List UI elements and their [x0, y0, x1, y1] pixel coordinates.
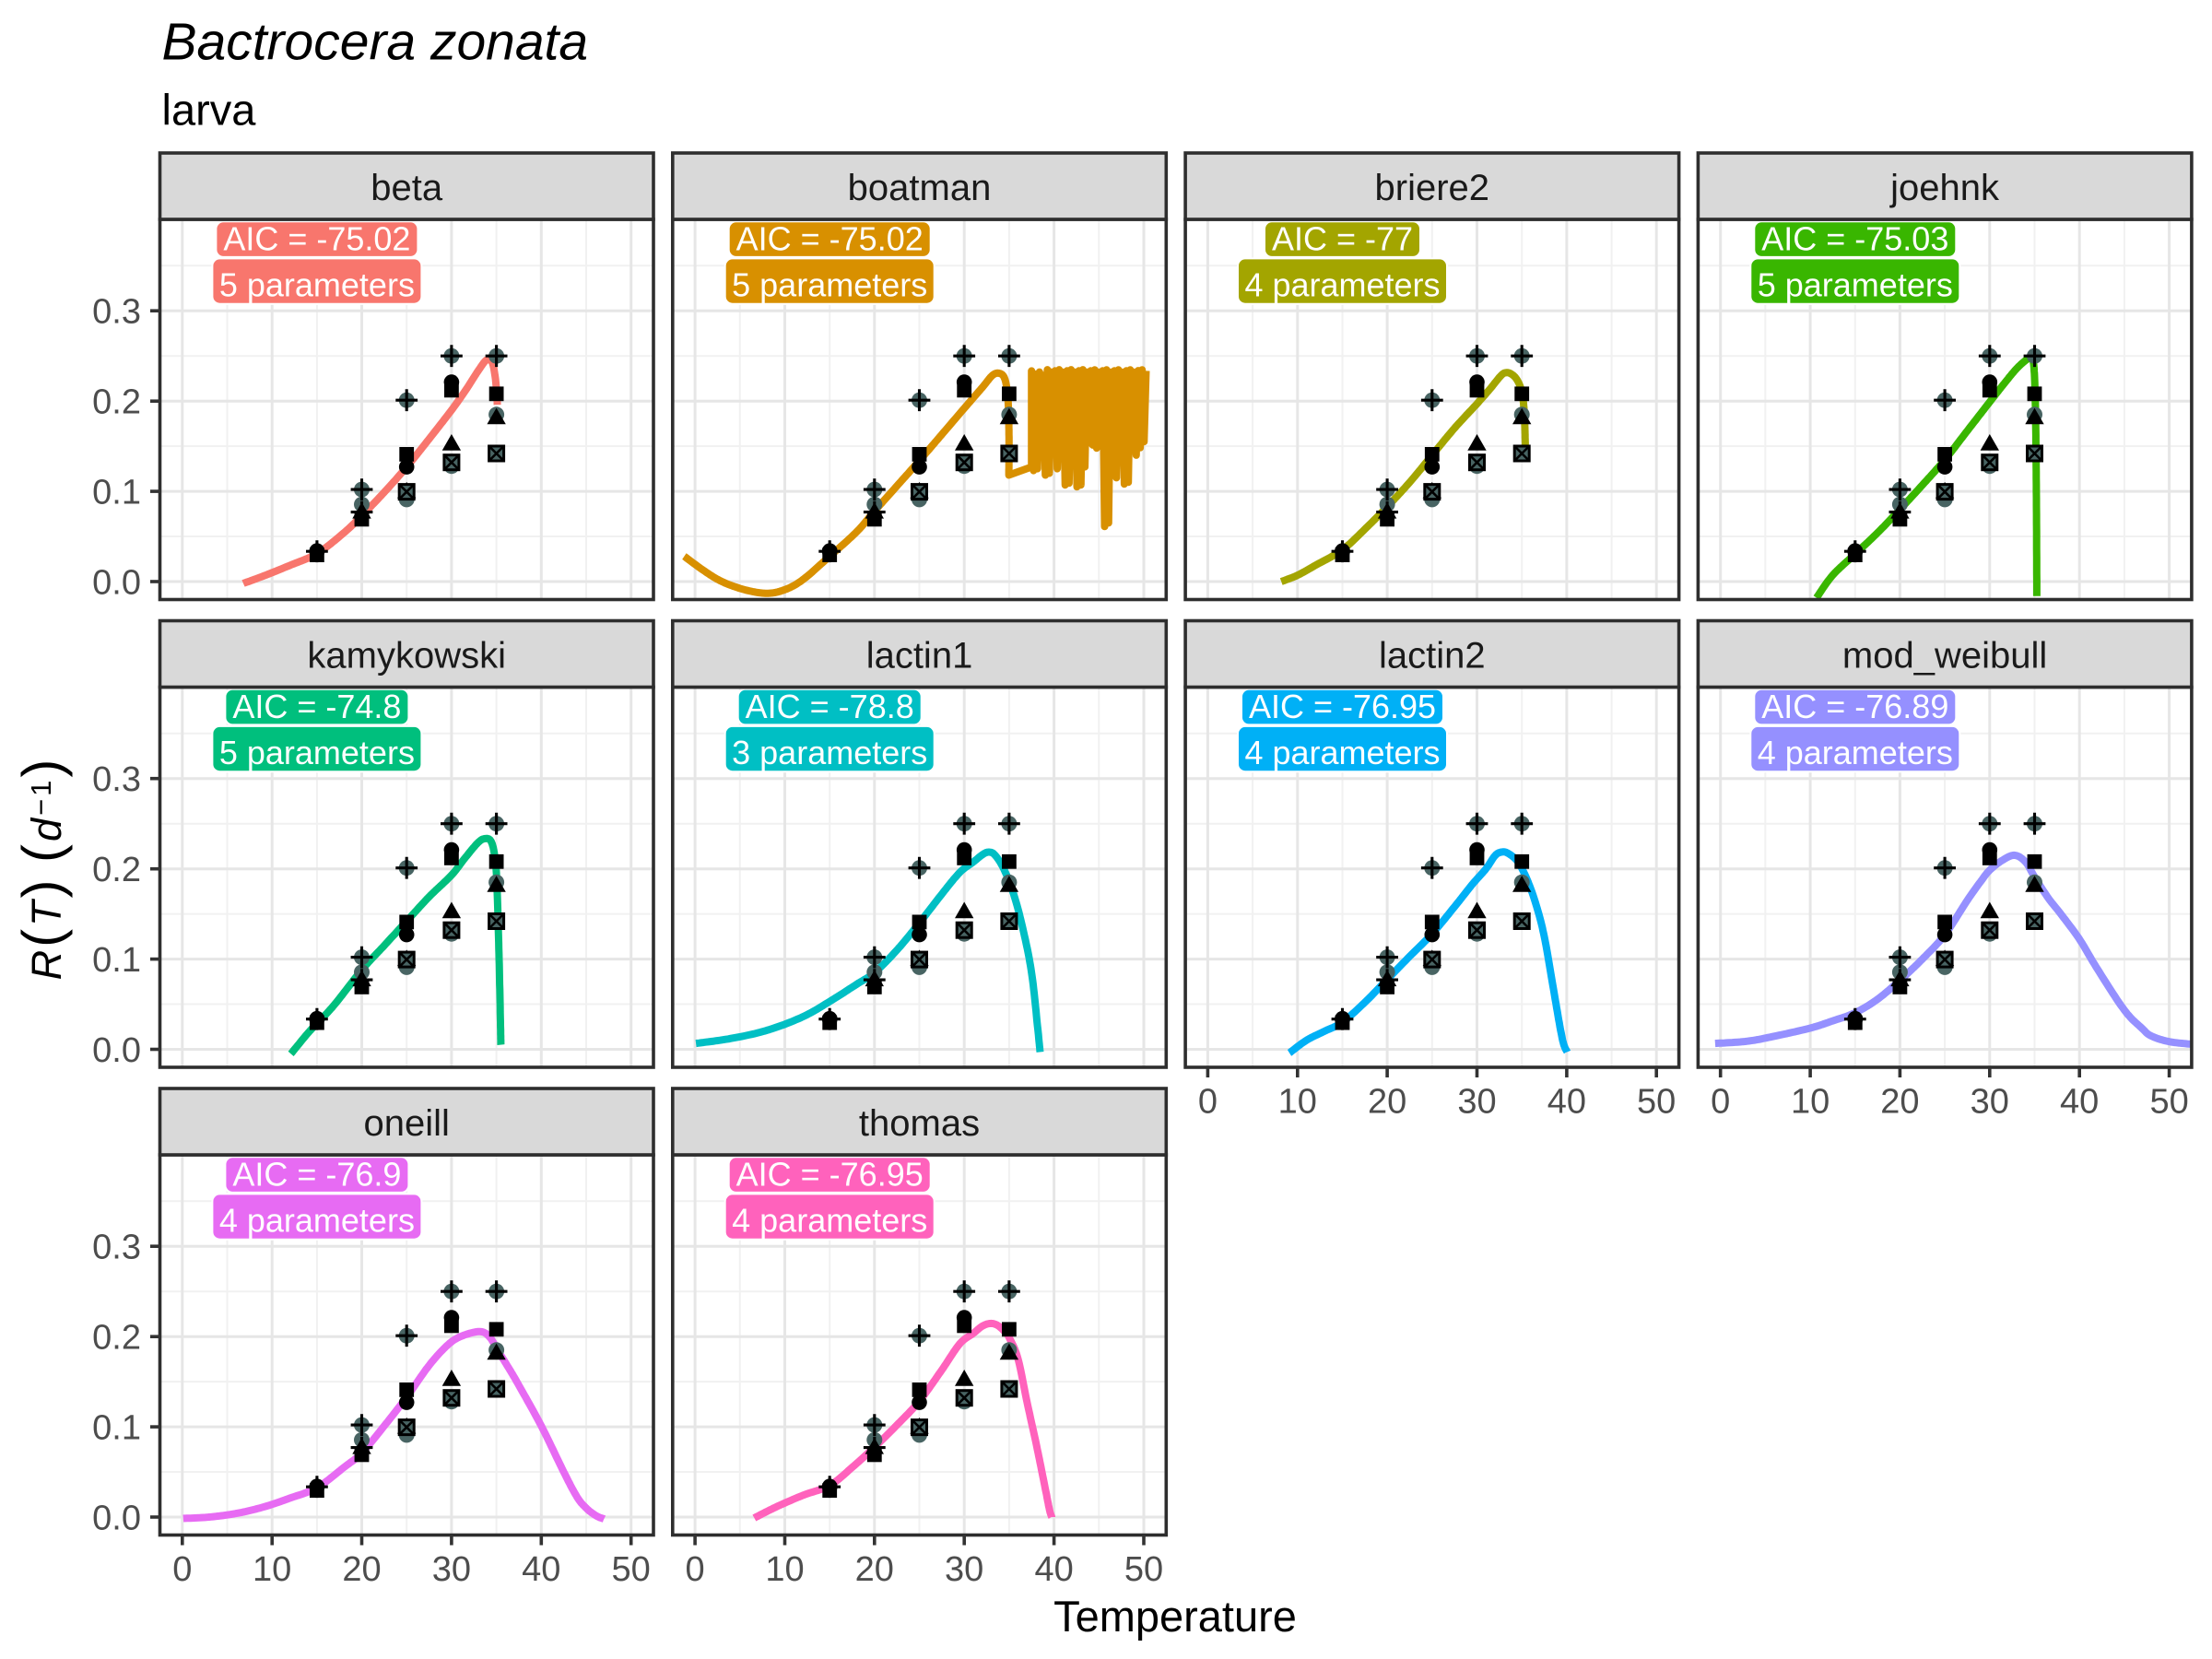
svg-text:AIC = -77: AIC = -77 — [1272, 220, 1413, 258]
svg-text:0.2: 0.2 — [92, 851, 141, 889]
svg-text:AIC = -76.95: AIC = -76.95 — [1249, 688, 1436, 725]
svg-text:10: 10 — [765, 1550, 804, 1589]
svg-text:0: 0 — [686, 1550, 705, 1589]
svg-text:beta: beta — [371, 168, 443, 208]
svg-text:50: 50 — [1637, 1083, 1676, 1122]
svg-text:boatman: boatman — [848, 168, 992, 208]
svg-text:40: 40 — [2060, 1083, 2099, 1122]
svg-text:AIC = -74.8: AIC = -74.8 — [232, 688, 401, 725]
svg-text:50: 50 — [612, 1550, 651, 1589]
svg-text:0.0: 0.0 — [92, 564, 141, 603]
svg-text:30: 30 — [432, 1550, 471, 1589]
svg-text:0.3: 0.3 — [92, 1229, 141, 1267]
svg-text:0.2: 0.2 — [92, 1319, 141, 1358]
svg-text:briere2: briere2 — [1375, 168, 1490, 208]
svg-text:10: 10 — [1791, 1083, 1830, 1122]
svg-text:AIC = -78.8: AIC = -78.8 — [746, 688, 914, 725]
svg-text:40: 40 — [522, 1550, 560, 1589]
svg-text:50: 50 — [1124, 1550, 1163, 1589]
svg-text:30: 30 — [945, 1550, 983, 1589]
svg-text:0: 0 — [172, 1550, 192, 1589]
svg-text:Bactrocera zonata: Bactrocera zonata — [162, 13, 589, 72]
svg-text:mod_weibull: mod_weibull — [1842, 636, 2047, 677]
svg-text:4 parameters: 4 parameters — [1244, 734, 1440, 771]
svg-text:thomas: thomas — [859, 1103, 980, 1144]
svg-text:30: 30 — [1457, 1083, 1496, 1122]
svg-text:5 parameters: 5 parameters — [219, 734, 415, 771]
svg-text:20: 20 — [342, 1550, 381, 1589]
svg-text:0.0: 0.0 — [92, 1500, 141, 1538]
svg-text:4 parameters: 4 parameters — [1244, 265, 1440, 303]
svg-text:0.1: 0.1 — [92, 1409, 141, 1448]
svg-text:20: 20 — [855, 1550, 894, 1589]
svg-text:lactin1: lactin1 — [866, 636, 973, 677]
svg-text:AIC = -75.02: AIC = -75.02 — [223, 220, 410, 258]
svg-text:0: 0 — [1711, 1083, 1730, 1122]
svg-text:Temperature: Temperature — [1053, 1592, 1297, 1641]
svg-text:0.1: 0.1 — [92, 474, 141, 512]
svg-text:30: 30 — [1971, 1083, 2009, 1122]
svg-text:40: 40 — [1034, 1550, 1073, 1589]
svg-text:10: 10 — [253, 1550, 291, 1589]
svg-text:40: 40 — [1547, 1083, 1586, 1122]
svg-text:5 parameters: 5 parameters — [1758, 265, 1953, 303]
svg-text:oneill: oneill — [363, 1103, 449, 1144]
svg-text:0.0: 0.0 — [92, 1031, 141, 1070]
svg-text:joehnk: joehnk — [1889, 168, 2000, 208]
svg-text:larva: larva — [162, 86, 257, 135]
svg-text:0.1: 0.1 — [92, 941, 141, 980]
svg-text:AIC = -75.02: AIC = -75.02 — [736, 220, 924, 258]
svg-text:AIC = -75.03: AIC = -75.03 — [1761, 220, 1948, 258]
svg-text:10: 10 — [1278, 1083, 1317, 1122]
svg-text:AIC = -76.89: AIC = -76.89 — [1761, 688, 1948, 725]
svg-text:0.3: 0.3 — [92, 760, 141, 799]
svg-text:20: 20 — [1880, 1083, 1919, 1122]
svg-text:4 parameters: 4 parameters — [1758, 734, 1953, 771]
svg-text:3 parameters: 3 parameters — [732, 734, 927, 771]
svg-text:R(T) (d−1): R(T) (d−1) — [11, 757, 73, 981]
svg-text:5 parameters: 5 parameters — [732, 265, 927, 303]
svg-text:4 parameters: 4 parameters — [732, 1201, 927, 1239]
svg-text:AIC = -76.9: AIC = -76.9 — [232, 1156, 401, 1194]
svg-text:0.3: 0.3 — [92, 293, 141, 332]
svg-text:lactin2: lactin2 — [1379, 636, 1486, 677]
svg-text:0: 0 — [1198, 1083, 1218, 1122]
svg-text:0.2: 0.2 — [92, 383, 141, 422]
svg-text:kamykowski: kamykowski — [307, 636, 506, 677]
svg-text:AIC = -76.95: AIC = -76.95 — [736, 1156, 924, 1194]
svg-text:5 parameters: 5 parameters — [219, 265, 415, 303]
svg-text:20: 20 — [1368, 1083, 1406, 1122]
svg-text:4 parameters: 4 parameters — [219, 1201, 415, 1239]
svg-text:50: 50 — [2149, 1083, 2188, 1122]
